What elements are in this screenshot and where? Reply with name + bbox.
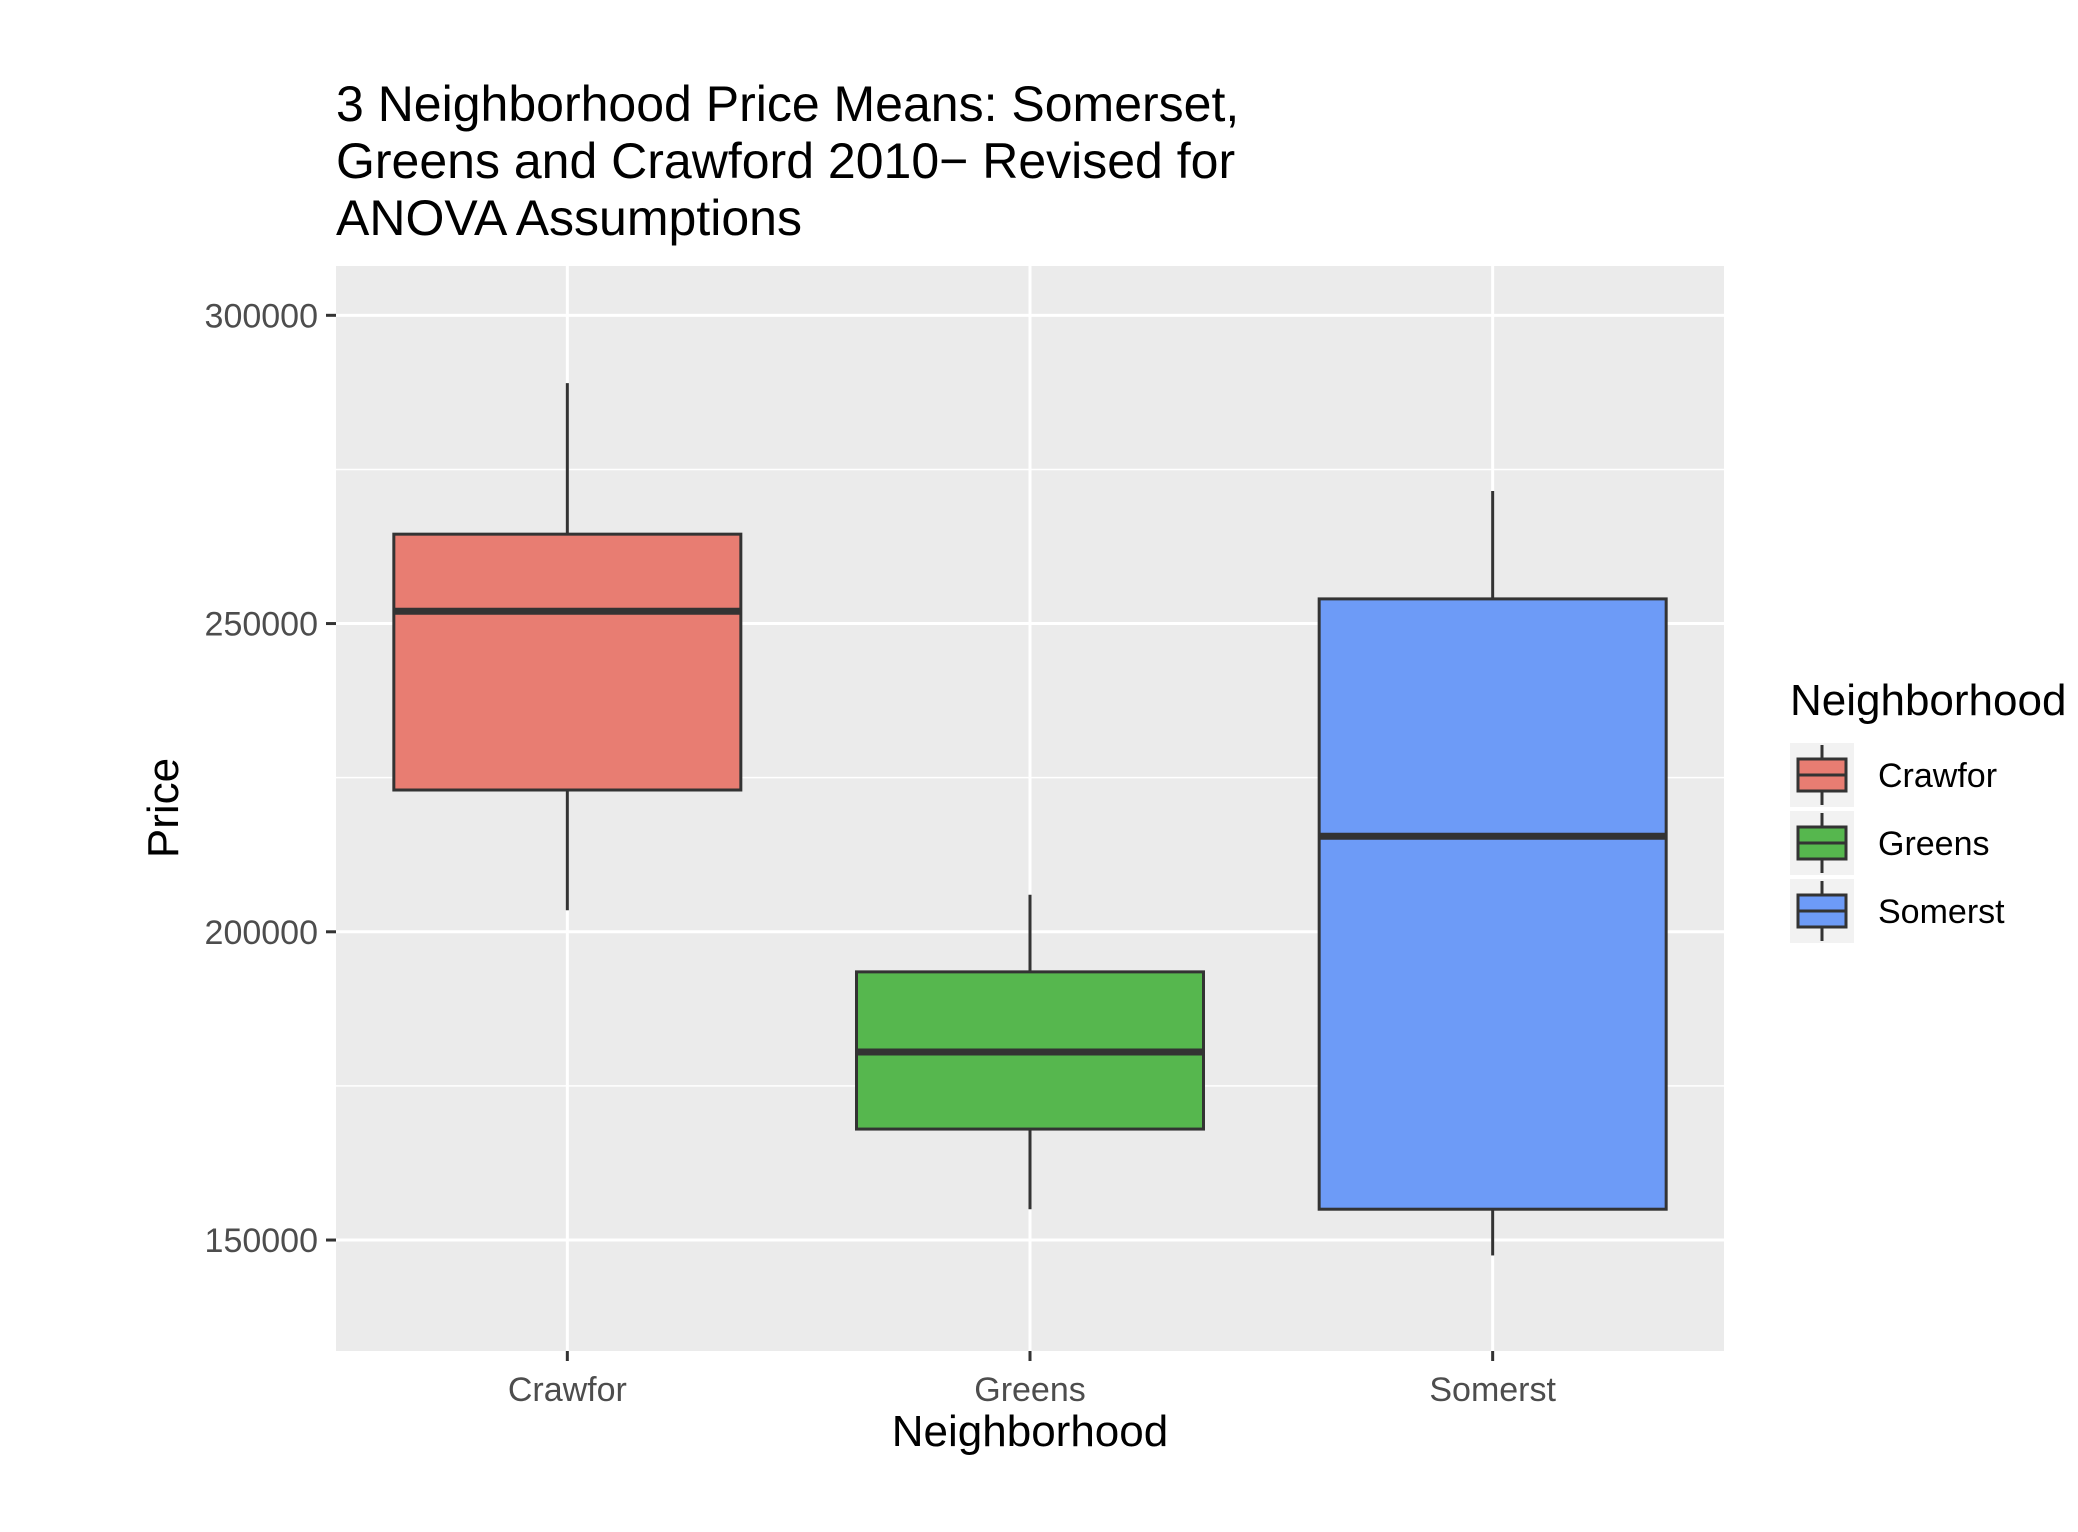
boxplot-somerst [1317,491,1668,1256]
y-tick-label: 200000 [205,914,318,952]
boxplot-greens [855,894,1205,1210]
boxplots [392,383,1668,1256]
legend-title: Neighborhood [1790,676,2066,725]
title-line-3: ANOVA Assumptions [336,190,802,246]
y-axis: 150000 200000 250000 300000 [205,297,336,1260]
x-axis-title: Neighborhood [892,1407,1168,1456]
x-tick-label: Greens [974,1371,1086,1409]
legend: Neighborhood Crawfor Greens Somerst [1790,676,2066,943]
box [392,532,743,792]
legend-item-greens: Greens [1790,811,1990,875]
y-axis-title: Price [139,758,188,858]
boxplot-crawfor [392,383,743,911]
legend-label: Greens [1878,825,1990,863]
title-line-1: 3 Neighborhood Price Means: Somerset, [336,76,1239,132]
legend-label: Crawfor [1878,757,1997,795]
y-tick-label: 250000 [205,606,318,644]
legend-label: Somerst [1878,893,2005,931]
x-tick-label: Somerst [1429,1371,1556,1409]
y-tick-label: 150000 [205,1222,318,1260]
y-tick-label: 300000 [205,297,318,335]
box [1317,597,1668,1211]
chart-title: 3 Neighborhood Price Means: Somerset, Gr… [336,76,1239,246]
x-tick-label: Crawfor [508,1371,627,1409]
title-line-2: Greens and Crawford 2010− Revised for [336,133,1235,189]
x-axis: Crawfor Greens Somerst [508,1351,1557,1409]
legend-item-crawfor: Crawfor [1790,743,1997,807]
legend-item-somerst: Somerst [1790,879,2005,943]
